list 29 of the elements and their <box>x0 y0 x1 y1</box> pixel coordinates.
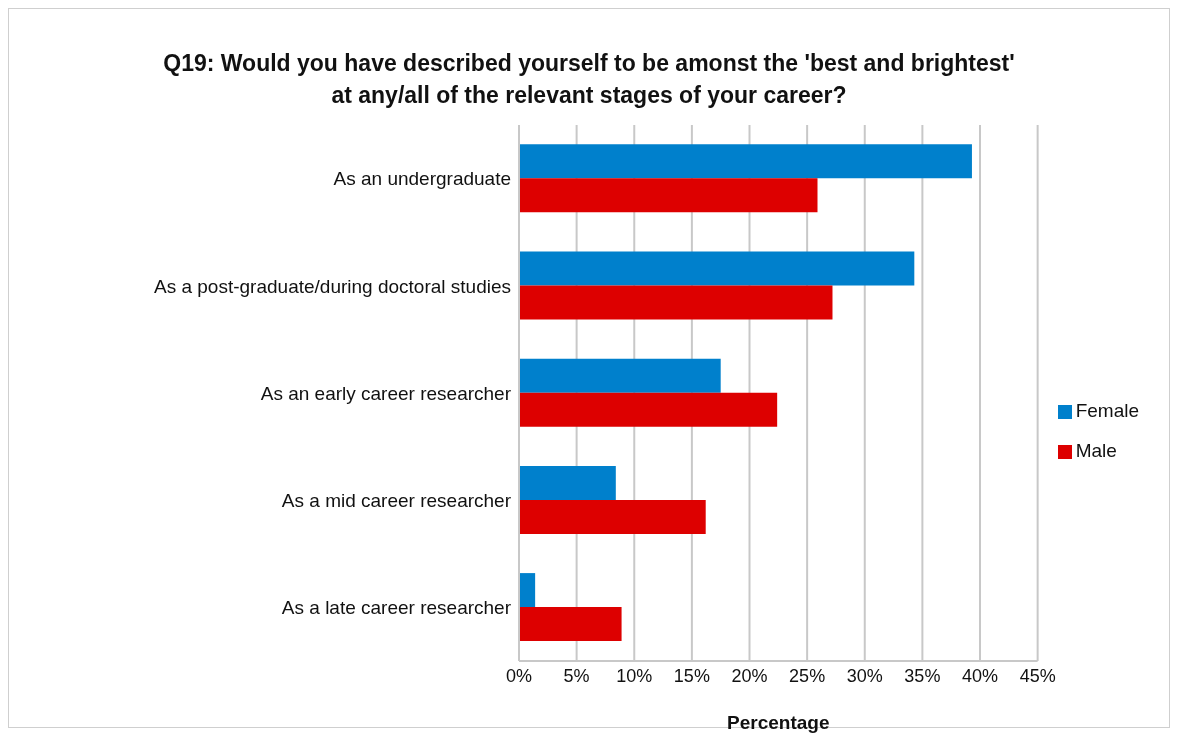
bar <box>519 573 536 608</box>
legend-label: Male <box>1075 440 1117 461</box>
bar <box>519 499 706 534</box>
bar <box>519 285 833 320</box>
y-tick-label: As an early career researcher <box>260 382 512 404</box>
x-tick-label: 30% <box>846 665 883 686</box>
x-tick-label: 40% <box>962 665 999 686</box>
x-tick-label: 45% <box>1019 665 1056 686</box>
x-tick-label: 10% <box>616 665 653 686</box>
y-tick-label: As a mid career researcher <box>281 489 512 511</box>
bar <box>519 178 818 213</box>
y-tick-label: As a late career researcher <box>281 597 512 619</box>
x-axis-title: Percentage <box>727 712 830 733</box>
x-tick-label: 0% <box>505 665 533 686</box>
chart-title: Q19: Would you have described yourself to be amonst the 'best and brightest' at any/all of the relevant stages of your career? <box>162 49 1016 110</box>
bar <box>519 607 622 642</box>
x-tick-label: 5% <box>563 665 590 686</box>
x-tick-label: 25% <box>789 665 826 686</box>
bar <box>519 144 972 179</box>
bar <box>519 392 778 427</box>
y-tick-label: As a post-graduate/during doctoral studies <box>154 275 511 297</box>
bar <box>519 251 915 286</box>
x-tick-label: 20% <box>731 665 768 686</box>
legend-label: Female <box>1075 400 1139 421</box>
bar <box>519 465 616 500</box>
y-tick-label: As an undergraduate <box>333 168 511 190</box>
bar <box>519 358 721 393</box>
x-tick-label: 15% <box>673 665 710 686</box>
x-tick-label: 35% <box>904 665 941 686</box>
